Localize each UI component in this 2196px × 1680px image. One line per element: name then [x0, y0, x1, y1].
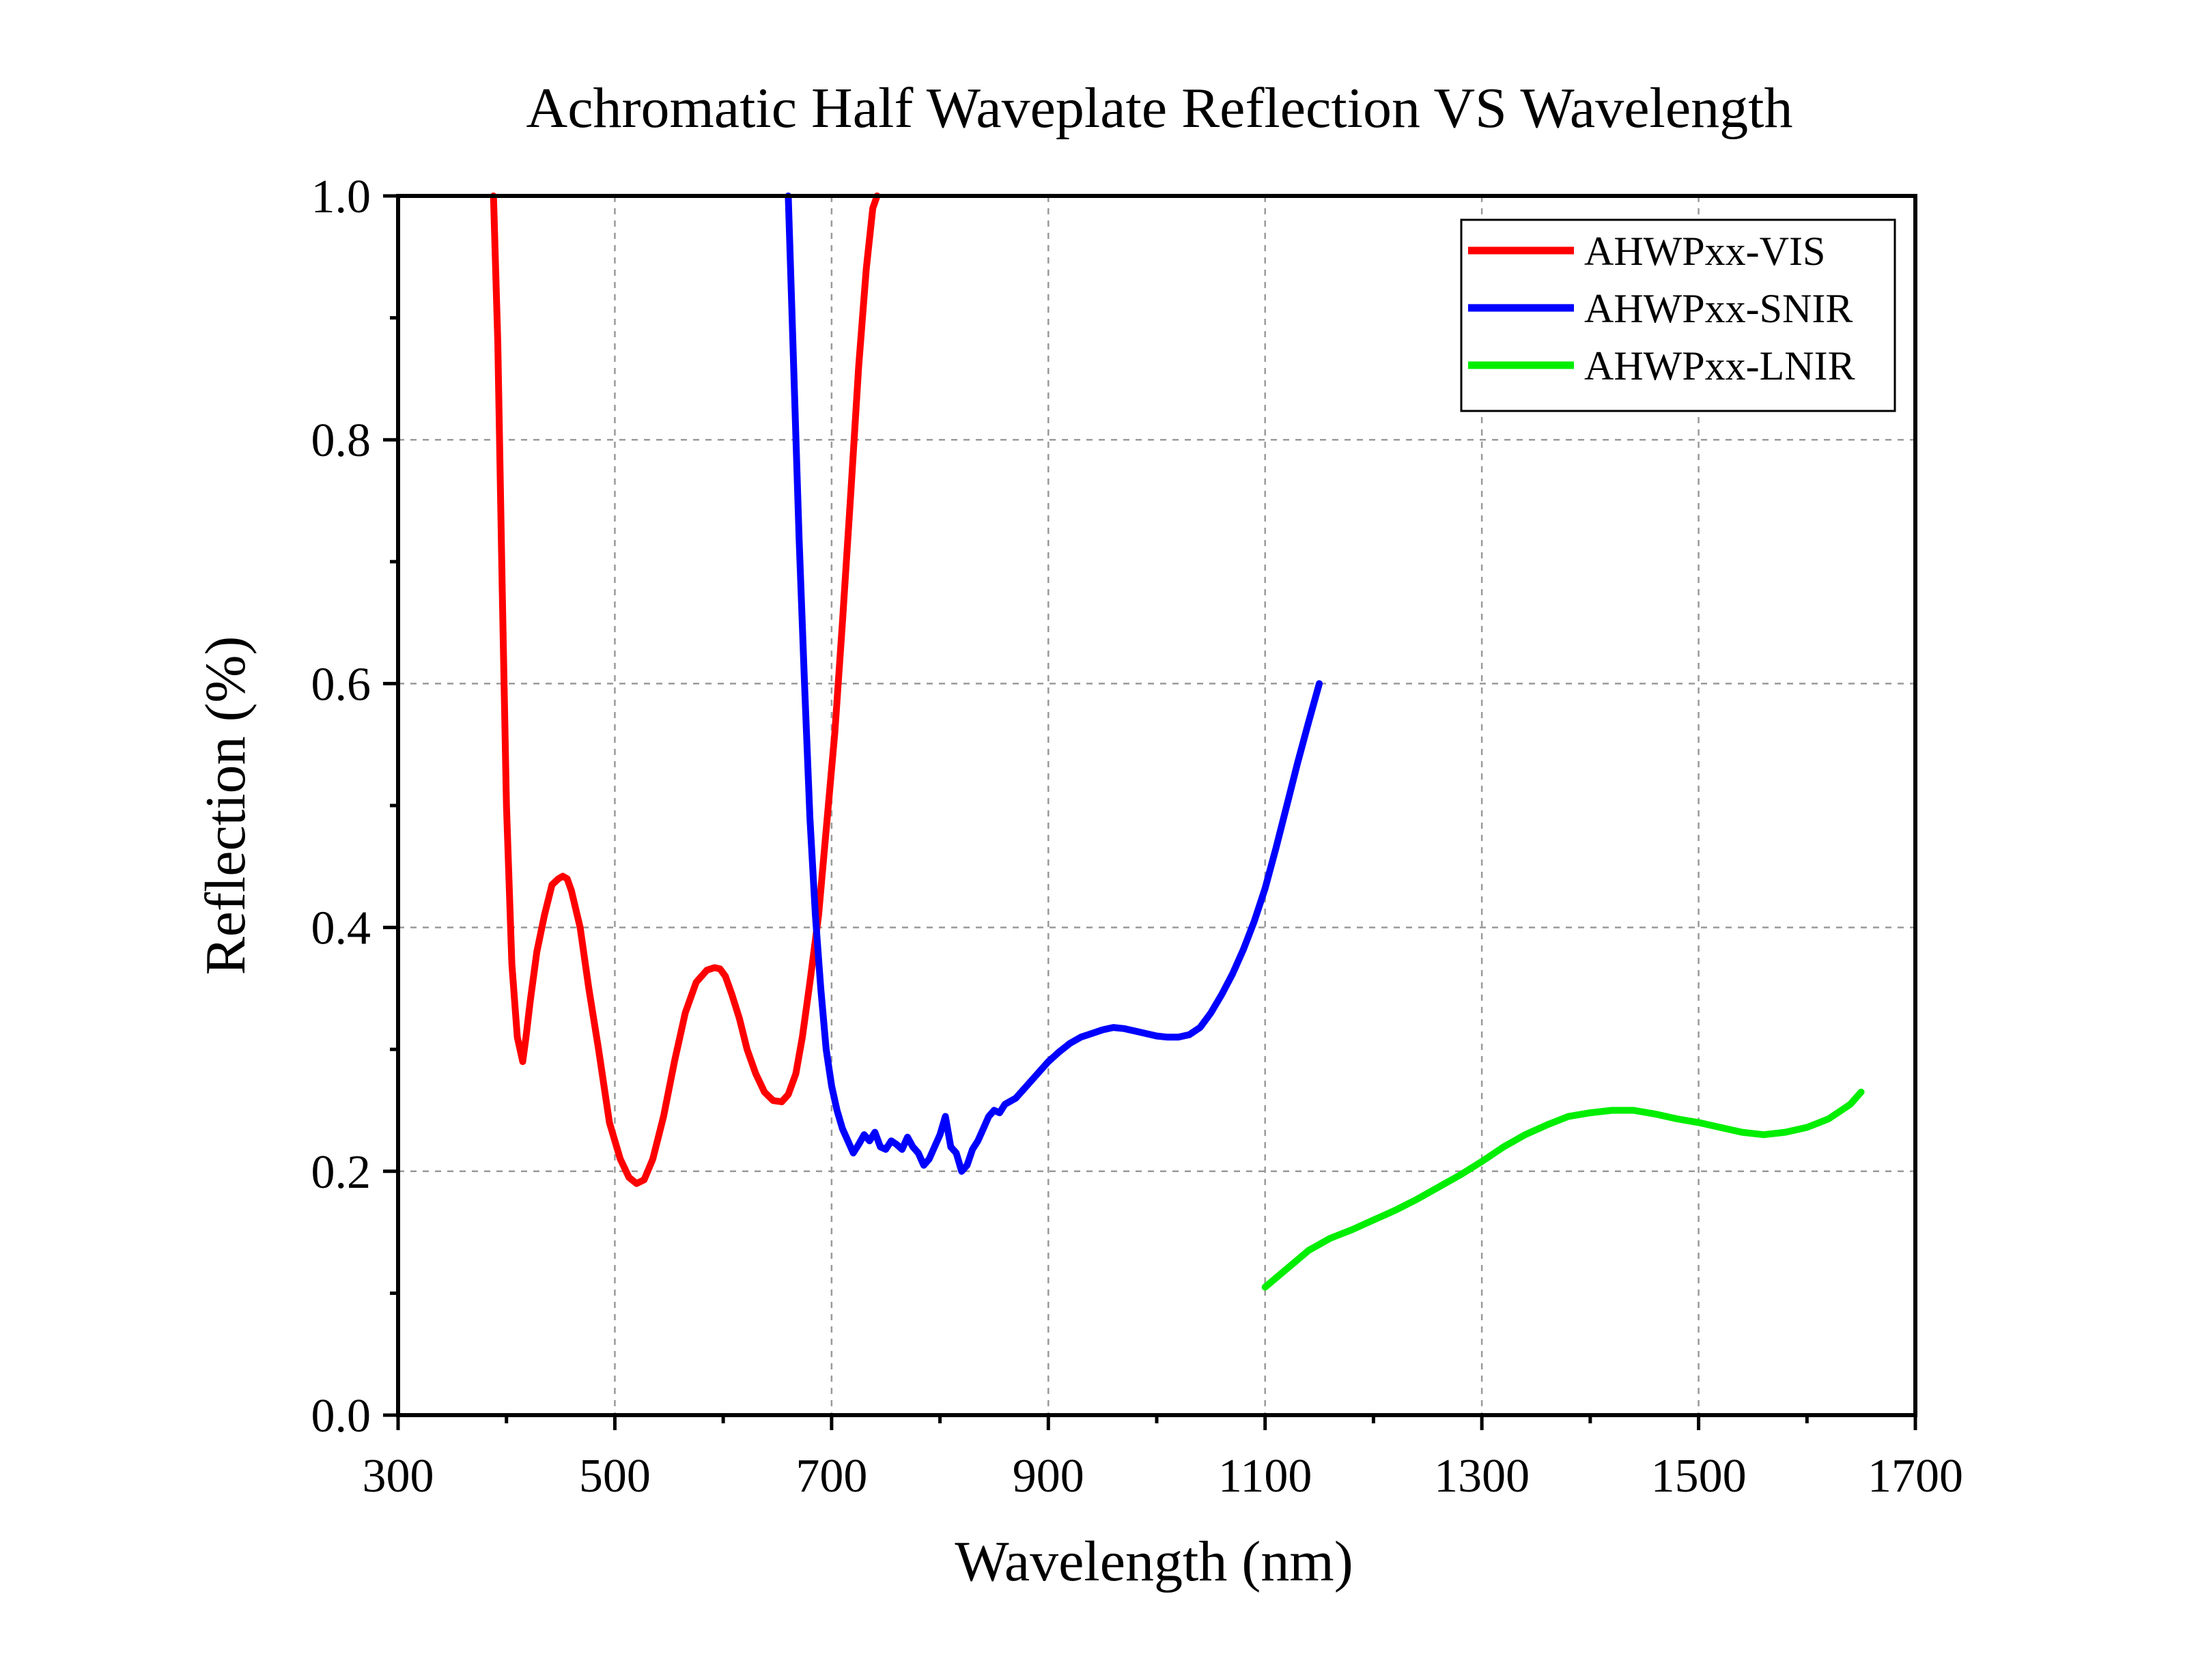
legend-label: AHWPxx-LNIR [1584, 343, 1855, 388]
series-line-ahwpxx-lnir [1261, 1088, 1865, 1291]
legend: AHWPxx-VIS AHWPxx-SNIR AHWPxx-LNIR [1460, 218, 1896, 412]
x-tick-label: 1700 [1868, 1450, 1963, 1503]
y-tick-label: 0.4 [311, 902, 371, 955]
x-tick-label: 900 [1013, 1450, 1084, 1503]
y-tick-label: 0.0 [311, 1390, 371, 1442]
y-tick-label: 0.6 [311, 658, 371, 711]
series-line-ahwpxx-snir [785, 193, 1323, 1175]
y-axis-label: Reflection (%) [194, 636, 257, 976]
y-tick-label: 1.0 [311, 171, 371, 223]
x-tick-label: 1300 [1434, 1450, 1530, 1503]
y-tick-label: 0.2 [311, 1146, 371, 1199]
chart-title: Achromatic Half Waveplate Reflection VS … [526, 76, 1793, 140]
legend-label: AHWPxx-SNIR [1584, 286, 1853, 331]
x-tick-label: 1100 [1218, 1450, 1312, 1503]
series-line-ahwpxx-vis [490, 193, 881, 1187]
x-tick-label: 300 [363, 1450, 434, 1503]
x-tick-label: 1500 [1651, 1450, 1747, 1503]
plot-lines [490, 193, 1865, 1291]
axis-ticks: 300 500 700 900 1100 1300 1500 1700 0.0 0.2 0.4 0.6… [311, 171, 1964, 1503]
x-tick-label: 700 [796, 1450, 867, 1503]
x-axis-label: Wavelength (nm) [955, 1530, 1353, 1593]
legend-label: AHWPxx-VIS [1584, 229, 1825, 274]
y-tick-label: 0.8 [311, 414, 371, 467]
x-tick-label: 500 [579, 1450, 651, 1503]
